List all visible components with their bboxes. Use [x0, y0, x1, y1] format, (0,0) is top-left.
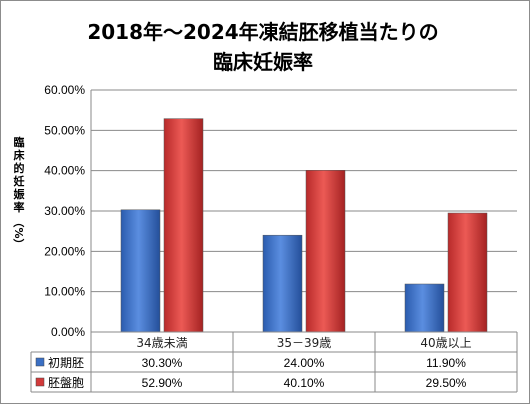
data-table-cell: 40.10% — [284, 376, 325, 390]
y-axis-label-char: 床 — [14, 148, 26, 162]
data-table-cell: 52.90% — [142, 376, 183, 390]
bar-series-2 — [163, 118, 204, 333]
y-tick-label: 10.00% — [44, 285, 85, 299]
y-axis-label-char: 娠 — [13, 187, 26, 201]
x-category-label: 35－39歳 — [277, 336, 332, 350]
chart-title-line-2: 臨床妊娠率 — [213, 50, 313, 74]
bars — [120, 118, 488, 333]
legend-key — [35, 377, 45, 387]
bar-series-2 — [447, 212, 488, 333]
bar-series-1 — [262, 234, 303, 333]
y-axis-label-char: 的 — [14, 161, 25, 175]
y-tick-label: 20.00% — [44, 244, 85, 258]
data-table-cell: 11.90% — [426, 356, 466, 370]
y-tick-label: 0.00% — [51, 325, 85, 339]
gridlines — [90, 89, 517, 333]
y-tick-labels: 0.00% 10.00% 20.00% 30.00% 40.00% 50.00% 60.00… — [44, 83, 85, 339]
y-tick-label: 40.00% — [44, 164, 85, 178]
y-axis-label-unit: （%） — [12, 216, 25, 249]
y-axis-label-char: 率 — [14, 200, 25, 214]
legend-series-name: 初期胚 — [48, 356, 84, 370]
y-axis-label-char: 妊 — [14, 174, 25, 188]
bar-series-2 — [305, 170, 346, 333]
y-axis-label: 臨 床 的 妊 娠 率 （%） — [12, 135, 26, 250]
y-axis-label-char: 臨 — [14, 135, 25, 149]
data-table-cell: 30.30% — [142, 356, 183, 370]
legend-key — [35, 357, 45, 367]
x-category-label: 34歳未満 — [136, 336, 187, 350]
y-tick-label: 50.00% — [44, 123, 85, 137]
y-tick-label: 60.00% — [44, 83, 85, 97]
bar-series-1 — [120, 209, 161, 333]
bar-series-1 — [404, 283, 445, 333]
x-category-label: 40歳以上 — [420, 336, 471, 350]
data-table-cell: 29.50% — [426, 376, 467, 390]
chart-title-line-1: 2018年～2024年凍結胚移植当たりの — [87, 20, 438, 44]
data-table-cell: 24.00% — [284, 356, 325, 370]
legend-series-name: 胚盤胞 — [48, 376, 84, 390]
y-tick-label: 30.00% — [44, 204, 85, 218]
